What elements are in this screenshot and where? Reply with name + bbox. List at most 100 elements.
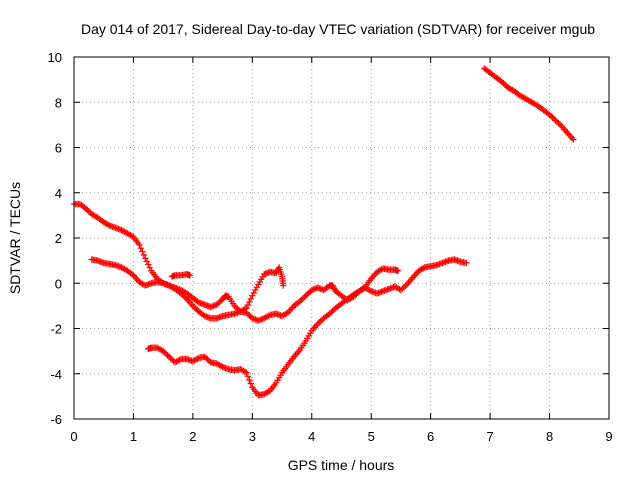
x-tick-label: 9: [605, 429, 612, 444]
data-point: [213, 301, 220, 308]
y-tick-label: 2: [55, 231, 62, 246]
data-point: [304, 291, 311, 298]
data-point: [143, 258, 151, 265]
data-point: [265, 388, 272, 395]
data-point: [247, 380, 255, 387]
x-axis-title: GPS time / hours: [288, 457, 395, 473]
data-point: [167, 354, 174, 362]
data-point: [394, 267, 402, 275]
data-point: [176, 356, 183, 364]
data-point: [366, 287, 373, 294]
series-1: [70, 200, 287, 315]
data-point: [244, 310, 252, 318]
data-point: [501, 81, 509, 88]
data-point: [547, 112, 555, 120]
data-point: [247, 295, 255, 303]
x-tick-label: 4: [308, 429, 315, 444]
data-point: [253, 284, 260, 291]
data-point: [177, 290, 185, 297]
data-point: [498, 78, 506, 86]
data-point: [145, 261, 152, 268]
data-point: [399, 285, 406, 292]
data-point: [217, 362, 225, 370]
data-point: [250, 289, 258, 297]
data-point: [84, 206, 91, 214]
data-point: [329, 282, 336, 289]
series-5: [480, 65, 577, 143]
data-point: [136, 241, 143, 248]
x-tick-label: 0: [70, 429, 77, 444]
data-point: [216, 298, 223, 306]
data-point: [550, 115, 558, 123]
data-point: [146, 264, 153, 271]
data-point: [214, 300, 222, 307]
data-point: [570, 136, 577, 143]
data-point: [555, 119, 562, 127]
y-tick-label: -2: [50, 322, 62, 337]
y-axis-title: SDTVAR / TECUs: [7, 182, 23, 294]
data-point: [180, 293, 188, 300]
data-point: [252, 286, 259, 294]
data-point: [299, 295, 307, 302]
series-3: [168, 271, 194, 280]
x-tick-labels: 0 1 2 3 4 5 6 7 8 9: [70, 429, 612, 444]
x-tick-label: 1: [130, 429, 137, 444]
data-point: [330, 285, 338, 292]
data-point: [231, 302, 238, 310]
data-point: [189, 302, 197, 310]
data-point: [246, 312, 253, 319]
data-point: [140, 251, 148, 259]
data-point: [305, 289, 313, 297]
data-point: [243, 369, 250, 376]
data-point: [162, 350, 170, 358]
data-point: [280, 282, 287, 289]
data-point: [302, 292, 310, 299]
data-point: [402, 282, 409, 289]
data-point: [194, 355, 201, 362]
data-point: [232, 304, 240, 311]
data-points: [70, 65, 577, 399]
data-point: [82, 205, 90, 212]
data-point: [330, 283, 337, 291]
data-point: [500, 80, 507, 87]
data-point: [192, 305, 200, 312]
y-tick-label: -4: [50, 367, 62, 382]
data-point: [546, 111, 553, 118]
data-point: [128, 271, 136, 278]
data-point: [165, 353, 173, 360]
data-point: [265, 312, 272, 319]
data-point: [296, 298, 304, 305]
y-tick-label: 6: [55, 141, 62, 156]
data-point: [317, 317, 324, 325]
y-tick-label: 8: [55, 95, 62, 110]
data-point: [142, 255, 149, 262]
data-point: [400, 284, 408, 291]
data-point: [327, 309, 335, 316]
data-point: [179, 291, 186, 299]
y-tick-label: -6: [50, 412, 62, 427]
x-tick-label: 7: [486, 429, 493, 444]
data-point: [161, 349, 168, 356]
data-point: [168, 356, 176, 363]
data-point: [329, 307, 336, 315]
data-point: [128, 232, 136, 240]
data-point: [137, 244, 145, 252]
data-point: [553, 118, 561, 125]
data-point: [552, 117, 559, 124]
data-point: [326, 310, 333, 317]
y-tick-label: 10: [48, 50, 62, 65]
y-tick-label: 4: [55, 186, 62, 201]
data-point: [191, 304, 198, 311]
data-point: [246, 376, 253, 384]
data-point: [203, 354, 210, 362]
data-point: [182, 294, 189, 301]
data-point: [244, 301, 252, 309]
data-point: [85, 208, 93, 215]
data-point: [244, 373, 252, 380]
data-point: [164, 352, 171, 359]
data-point: [241, 368, 249, 375]
y-tick-label: 0: [55, 276, 62, 291]
x-tick-label: 2: [189, 429, 196, 444]
data-point: [272, 269, 280, 277]
